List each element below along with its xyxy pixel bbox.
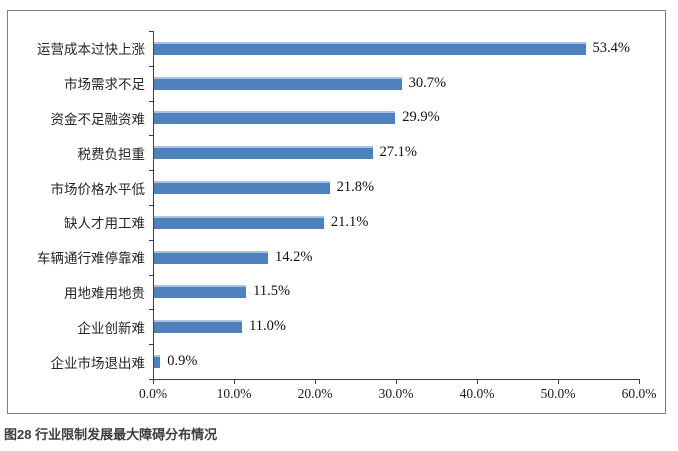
value-label: 27.1% <box>379 144 417 161</box>
y-axis-tick <box>149 170 153 172</box>
bar-rows: 运营成本过快上涨 53.4% 市场需求不足 30.7% 资金不足融资难 29.9% 税费负担… <box>8 31 639 379</box>
bar-row: 市场价格水平低 21.8% <box>8 170 639 205</box>
bar-track: 11.5% <box>153 275 639 310</box>
x-axis-tick <box>396 380 397 384</box>
bar-row: 企业市场退出难 0.9% <box>8 344 639 379</box>
bar-row: 企业创新难 11.0% <box>8 309 639 344</box>
bar <box>153 250 269 264</box>
value-label: 14.2% <box>275 248 313 265</box>
bar-row: 税费负担重 27.1% <box>8 135 639 170</box>
value-label: 21.1% <box>330 213 369 230</box>
y-axis-tick <box>149 239 153 241</box>
x-axis-tick <box>639 380 640 384</box>
value-label: 53.4% <box>592 39 630 56</box>
category-label: 市场价格水平低 <box>50 181 146 197</box>
bar-track: 53.4% <box>153 31 639 66</box>
bar <box>153 76 402 90</box>
x-axis-line <box>153 379 640 380</box>
bar <box>153 285 247 299</box>
x-axis-tick-label: 30.0% <box>378 386 414 401</box>
bar-row: 运营成本过快上涨 53.4% <box>8 31 639 66</box>
value-label: 0.9% <box>167 353 198 370</box>
y-axis-tick <box>149 65 153 67</box>
category-label: 用地难用地贵 <box>64 285 145 301</box>
y-axis-tick <box>149 309 153 311</box>
bar-row: 资金不足融资难 29.9% <box>8 101 639 136</box>
x-axis-tick <box>315 380 316 384</box>
x-axis-tick <box>153 380 154 384</box>
x-axis-tick-label: 20.0% <box>297 386 333 401</box>
y-axis-tick <box>149 135 153 137</box>
bar <box>153 146 373 160</box>
y-axis-tick <box>149 100 153 102</box>
bar-row: 市场需求不足 30.7% <box>8 66 639 101</box>
x-axis-tick <box>558 380 559 384</box>
x-axis-tick-label: 40.0% <box>459 386 495 401</box>
y-axis-line <box>153 31 154 379</box>
value-label: 11.0% <box>249 318 287 335</box>
x-axis-tick-label: 50.0% <box>540 386 576 401</box>
y-axis-tick <box>149 379 153 380</box>
chart-frame: 运营成本过快上涨 53.4% 市场需求不足 30.7% 资金不足融资难 29.9% 税费负担… <box>7 10 666 414</box>
category-label: 企业创新难 <box>77 320 146 336</box>
value-label: 30.7% <box>408 74 447 91</box>
category-label: 缺人才用工难 <box>64 216 145 232</box>
category-label: 税费负担重 <box>77 146 146 162</box>
y-axis-tick <box>149 344 153 346</box>
bar <box>153 215 324 229</box>
bar <box>153 320 243 334</box>
y-axis-tick <box>149 274 153 276</box>
value-label: 21.8% <box>336 179 375 196</box>
value-label: 11.5% <box>253 283 291 300</box>
x-axis-tick <box>477 380 478 384</box>
value-label: 29.9% <box>402 109 440 126</box>
bar-track: 21.1% <box>153 205 639 240</box>
bar-track: 14.2% <box>153 240 639 275</box>
category-label: 车辆通行难停靠难 <box>37 251 145 267</box>
y-axis-tick <box>149 205 153 206</box>
bar-track: 27.1% <box>153 135 639 170</box>
chart-caption: 图28 行业限制发展最大障碍分布情况 <box>4 427 218 442</box>
bar-track: 21.8% <box>153 170 639 205</box>
x-axis-tick <box>234 380 235 384</box>
bar-row: 缺人才用工难 21.1% <box>8 205 639 240</box>
bar-row: 用地难用地贵 11.5% <box>8 275 639 310</box>
category-label: 企业市场退出难 <box>50 355 146 371</box>
category-label: 资金不足融资难 <box>50 111 146 127</box>
category-label: 市场需求不足 <box>64 77 145 93</box>
bar-track: 29.9% <box>153 101 639 136</box>
bar <box>153 181 330 195</box>
x-axis-tick-label: 0.0% <box>138 386 168 401</box>
category-label: 运营成本过快上涨 <box>37 42 145 58</box>
bar-track: 11.0% <box>153 309 639 344</box>
bar-track: 0.9% <box>153 344 639 379</box>
x-axis-tick-label: 10.0% <box>216 386 252 401</box>
x-axis-tick-label: 60.0% <box>621 386 657 401</box>
bar <box>153 111 396 125</box>
bar-track: 30.7% <box>153 66 639 101</box>
bar <box>153 355 161 369</box>
bar-row: 车辆通行难停靠难 14.2% <box>8 240 639 275</box>
bar <box>153 41 586 55</box>
y-axis-tick <box>149 31 153 32</box>
